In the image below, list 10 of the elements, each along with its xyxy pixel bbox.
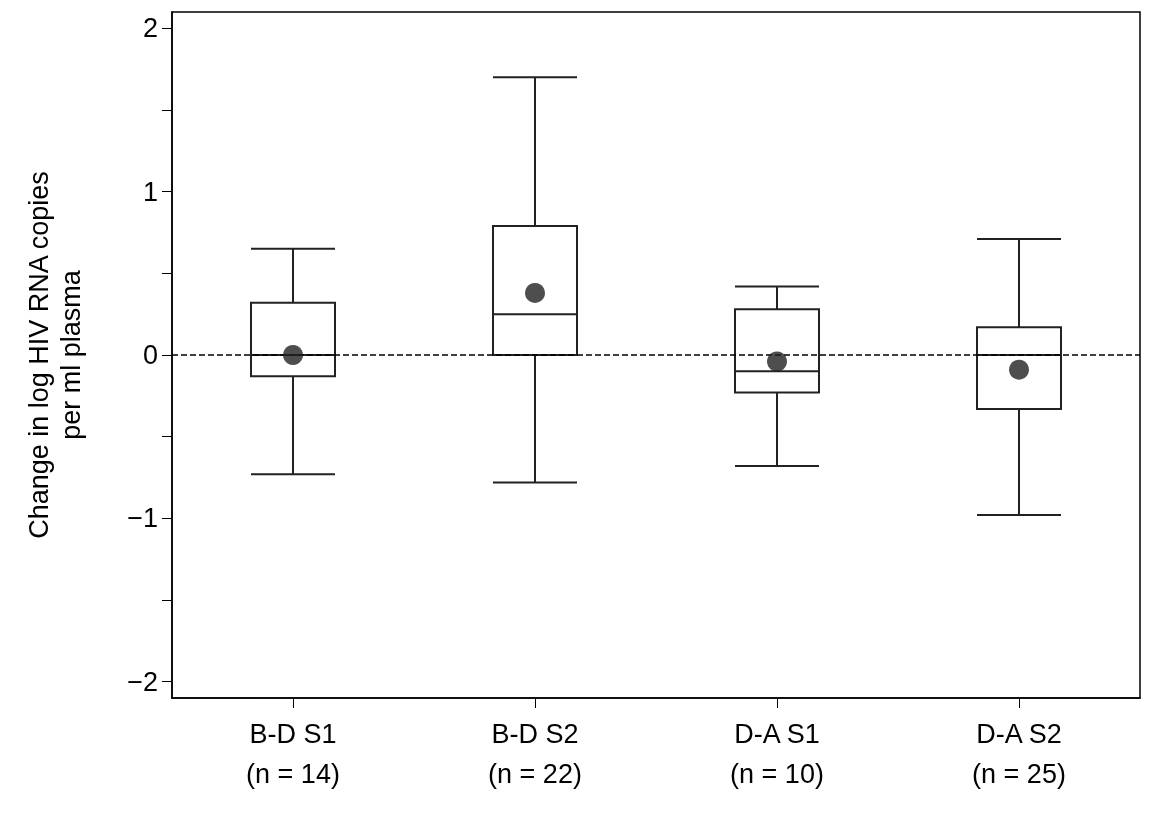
x-tick-label: B-D S1 (n = 14) [246, 719, 340, 789]
y-axis-title: Change in log HIV RNA copies per ml plasma [24, 171, 86, 539]
y-tick-label: −2 [127, 666, 158, 697]
x-tick-label: D-A S1 (n = 10) [730, 719, 824, 789]
y-tick-label: −1 [127, 503, 158, 534]
x-tick-label: D-A S2 (n = 25) [972, 719, 1066, 789]
y-tick-label: 1 [142, 176, 158, 207]
y-tick-label: 2 [142, 13, 158, 44]
x-tick-label: B-D S2 (n = 22) [488, 719, 582, 789]
y-tick-label: 0 [142, 340, 158, 370]
